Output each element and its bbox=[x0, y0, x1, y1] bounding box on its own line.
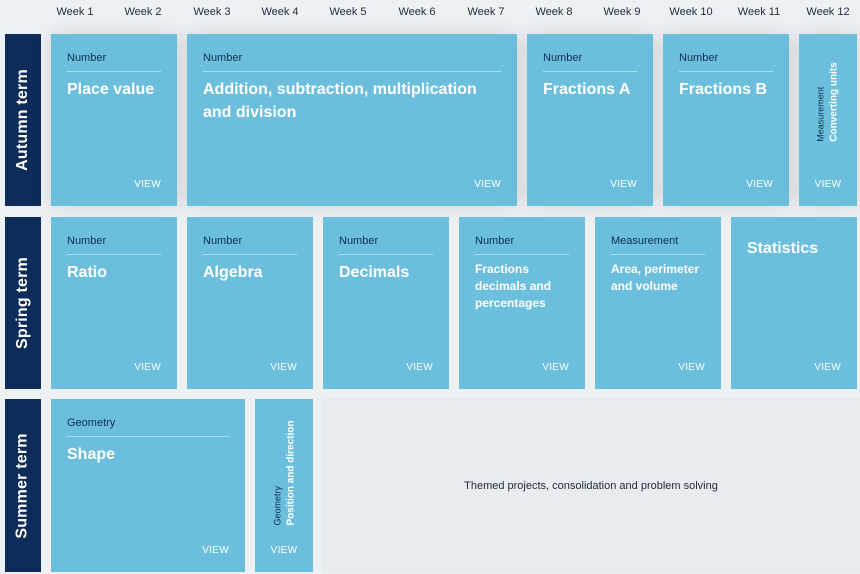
unit-title: Shape bbox=[67, 446, 116, 463]
view-link[interactable]: VIEW bbox=[134, 362, 161, 373]
unit-card-statistics[interactable]: Statistics VIEW bbox=[731, 217, 857, 389]
week-header: Week 12 bbox=[806, 6, 850, 18]
view-link[interactable]: VIEW bbox=[406, 362, 433, 373]
unit-card-area-perimeter-volume[interactable]: Measurement Area, perimeter and volume V… bbox=[595, 217, 721, 389]
unit-category: Number bbox=[679, 52, 773, 72]
unit-category: Measurement bbox=[816, 86, 827, 142]
view-link[interactable]: VIEW bbox=[542, 362, 569, 373]
unit-card-addition-subtraction[interactable]: Number Addition, subtraction, multiplica… bbox=[187, 34, 517, 206]
view-link[interactable]: VIEW bbox=[474, 179, 501, 190]
unit-category: Number bbox=[203, 52, 501, 72]
week-header: Week 3 bbox=[193, 6, 231, 18]
term-label-text: Spring term bbox=[14, 257, 31, 349]
unit-card-decimals[interactable]: Number Decimals VIEW bbox=[323, 217, 449, 389]
vertical-label-wrap: Geometry Position and direction bbox=[255, 399, 313, 547]
view-link[interactable]: VIEW bbox=[202, 545, 229, 556]
week-header: Week 8 bbox=[535, 6, 573, 18]
unit-card-ratio[interactable]: Number Ratio VIEW bbox=[51, 217, 177, 389]
unit-title: Fractions decimals and percentages bbox=[475, 262, 552, 310]
vertical-label-wrap: Measurement Converting units bbox=[799, 34, 857, 170]
week-header: Week 11 bbox=[737, 6, 781, 18]
week-header: Week 9 bbox=[603, 6, 641, 18]
term-label-text: Autumn term bbox=[14, 69, 32, 171]
unit-card-algebra[interactable]: Number Algebra VIEW bbox=[187, 217, 313, 389]
unit-card-fractions-b[interactable]: Number Fractions B VIEW bbox=[663, 34, 789, 206]
unit-title: Position and direction bbox=[285, 420, 297, 526]
week-header: Week 10 bbox=[669, 6, 713, 18]
term-label-summer: Summer term bbox=[5, 399, 41, 572]
week-header: Week 1 bbox=[56, 6, 94, 18]
unit-title: Ratio bbox=[67, 264, 107, 281]
unit-category: Number bbox=[203, 235, 297, 255]
view-link[interactable]: VIEW bbox=[814, 179, 842, 190]
view-link[interactable]: VIEW bbox=[746, 179, 773, 190]
unit-card-fractions-decimals-percentages[interactable]: Number Fractions decimals and percentage… bbox=[459, 217, 585, 389]
unit-card-converting-units[interactable]: Measurement Converting units VIEW bbox=[799, 34, 857, 206]
week-header: Week 6 bbox=[398, 6, 436, 18]
unit-title: Addition, subtraction, multiplication an… bbox=[203, 81, 477, 121]
unit-category: Number bbox=[543, 52, 637, 72]
unit-category: Number bbox=[67, 52, 161, 72]
unit-card-fractions-a[interactable]: Number Fractions A VIEW bbox=[527, 34, 653, 206]
themed-projects-text: Themed projects, consolidation and probl… bbox=[464, 479, 718, 492]
unit-title: Fractions A bbox=[543, 81, 631, 98]
unit-category: Number bbox=[339, 235, 433, 255]
view-link[interactable]: VIEW bbox=[678, 362, 705, 373]
unit-title: Statistics bbox=[747, 240, 819, 257]
unit-card-shape[interactable]: Geometry Shape VIEW bbox=[51, 399, 245, 572]
term-label-autumn: Autumn term bbox=[5, 34, 41, 206]
view-link[interactable]: VIEW bbox=[134, 179, 161, 190]
term-label-text: Summer term bbox=[14, 432, 32, 539]
term-label-spring: Spring term bbox=[5, 217, 41, 389]
unit-title: Decimals bbox=[339, 264, 410, 281]
view-link[interactable]: VIEW bbox=[270, 362, 297, 373]
week-header: Week 2 bbox=[124, 6, 162, 18]
vertical-label: Geometry Position and direction bbox=[270, 420, 298, 525]
week-header: Week 7 bbox=[467, 6, 505, 18]
view-link[interactable]: VIEW bbox=[610, 179, 637, 190]
unit-title: Place value bbox=[67, 81, 155, 98]
view-link[interactable]: VIEW bbox=[270, 545, 298, 556]
themed-projects-block: Themed projects, consolidation and probl… bbox=[322, 398, 860, 573]
unit-category: Measurement bbox=[611, 235, 705, 255]
week-header: Week 5 bbox=[329, 6, 367, 18]
unit-title: Converting units bbox=[829, 62, 841, 142]
unit-category: Geometry bbox=[272, 485, 283, 526]
unit-category: Geometry bbox=[67, 417, 229, 437]
week-header: Week 4 bbox=[261, 6, 299, 18]
view-link[interactable]: VIEW bbox=[814, 362, 841, 373]
unit-title: Fractions B bbox=[679, 81, 768, 98]
unit-category: Number bbox=[475, 235, 569, 255]
unit-title: Algebra bbox=[203, 264, 263, 281]
unit-title: Area, perimeter and volume bbox=[611, 262, 700, 293]
unit-category: Number bbox=[67, 235, 161, 255]
unit-card-place-value[interactable]: Number Place value VIEW bbox=[51, 34, 177, 206]
vertical-label: Measurement Converting units bbox=[814, 62, 842, 141]
unit-card-position-direction[interactable]: Geometry Position and direction VIEW bbox=[255, 399, 313, 572]
